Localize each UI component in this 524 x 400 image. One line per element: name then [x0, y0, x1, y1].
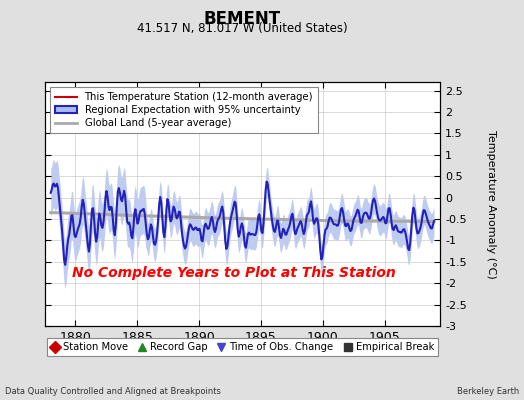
Text: Data Quality Controlled and Aligned at Breakpoints: Data Quality Controlled and Aligned at B…: [5, 387, 221, 396]
Text: Berkeley Earth: Berkeley Earth: [456, 387, 519, 396]
Legend: This Temperature Station (12-month average), Regional Expectation with 95% uncer: This Temperature Station (12-month avera…: [50, 87, 318, 133]
Text: BEMENT: BEMENT: [203, 10, 281, 28]
Text: 41.517 N, 81.017 W (United States): 41.517 N, 81.017 W (United States): [137, 22, 347, 35]
Y-axis label: Temperature Anomaly (°C): Temperature Anomaly (°C): [486, 130, 496, 278]
Legend: Station Move, Record Gap, Time of Obs. Change, Empirical Break: Station Move, Record Gap, Time of Obs. C…: [47, 338, 438, 356]
Text: No Complete Years to Plot at This Station: No Complete Years to Plot at This Statio…: [72, 266, 396, 280]
